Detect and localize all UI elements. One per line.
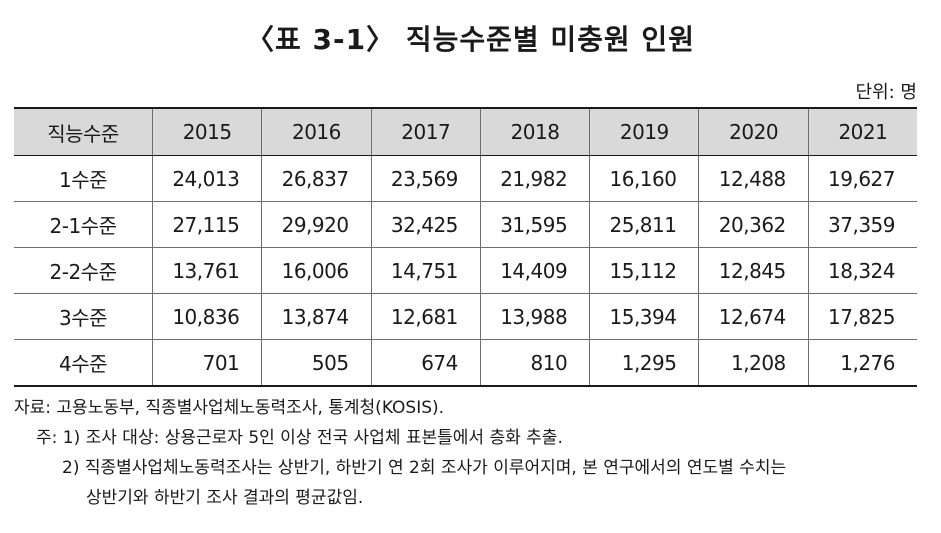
table-cell: 13,761 <box>151 247 262 294</box>
table-cell: 1,295 <box>589 339 699 387</box>
table-cell: 26,837 <box>261 155 372 202</box>
table-cell: 674 <box>370 339 481 387</box>
header-cell-2015: 2015 <box>151 107 262 156</box>
header-cell-2018: 2018 <box>479 107 590 156</box>
table-cell: 701 <box>151 339 262 387</box>
table-cell: 37,359 <box>807 201 917 248</box>
table-cell: 505 <box>261 339 372 387</box>
table-notes: 자료: 고용노동부, 직종별사업체노동력조사, 통계청(KOSIS). 주: 1… <box>14 393 786 513</box>
table-cell: 13,988 <box>479 293 590 340</box>
table-cell: 19,627 <box>807 155 917 202</box>
table-cell: 810 <box>479 339 590 387</box>
footnote-2-continued: 상반기와 하반기 조사 결과의 평균값임. <box>86 488 364 508</box>
table-row: 3수준 10,836 13,874 12,681 13,988 15,394 1… <box>14 293 917 340</box>
table-cell: 1,276 <box>807 339 917 387</box>
table-cell: 13,874 <box>261 293 372 340</box>
table-cell: 15,394 <box>589 293 699 340</box>
table-row: 2-1수준 27,115 29,920 32,425 31,595 25,811… <box>14 201 917 248</box>
table-cell: 18,324 <box>807 247 917 294</box>
row-label: 4수준 <box>14 339 153 387</box>
unit-label: 단위: 명 <box>855 82 917 103</box>
table-cell: 12,681 <box>370 293 481 340</box>
table-cell: 14,751 <box>370 247 481 294</box>
source-note: 자료: 고용노동부, 직종별사업체노동력조사, 통계청(KOSIS). <box>14 398 445 418</box>
table-row: 1수준 24,013 26,837 23,569 21,982 16,160 1… <box>14 155 917 202</box>
row-label: 3수준 <box>14 293 153 340</box>
table-cell: 31,595 <box>479 201 590 248</box>
row-label: 2-2수준 <box>14 247 153 294</box>
row-label: 2-1수준 <box>14 201 153 248</box>
table-cell: 32,425 <box>370 201 481 248</box>
table-cell: 23,569 <box>370 155 481 202</box>
table-cell: 29,920 <box>261 201 372 248</box>
table-row: 4수준 701 505 674 810 1,295 1,208 1,276 <box>14 339 917 387</box>
table-cell: 16,006 <box>261 247 372 294</box>
table-row: 2-2수준 13,761 16,006 14,751 14,409 15,112… <box>14 247 917 294</box>
table-cell: 12,488 <box>698 155 809 202</box>
data-table: 직능수준 2015 2016 2017 2018 2019 2020 2021 … <box>14 107 917 387</box>
header-cell-skill-level: 직능수준 <box>14 107 153 156</box>
header-cell-2020: 2020 <box>698 107 809 156</box>
table-cell: 15,112 <box>589 247 699 294</box>
table-cell: 21,982 <box>479 155 590 202</box>
table-cell: 25,811 <box>589 201 699 248</box>
table-cell: 20,362 <box>698 201 809 248</box>
header-cell-2021: 2021 <box>807 107 917 156</box>
header-cell-2016: 2016 <box>261 107 372 156</box>
table-cell: 27,115 <box>151 201 262 248</box>
table-cell: 10,836 <box>151 293 262 340</box>
footnote-2: 2) 직종별사업체노동력조사는 상반기, 하반기 연 2회 조사가 이루어지며,… <box>62 458 787 478</box>
header-cell-2019: 2019 <box>589 107 699 156</box>
table-cell: 12,674 <box>698 293 809 340</box>
row-label: 1수준 <box>14 155 153 202</box>
table-cell: 16,160 <box>589 155 699 202</box>
table-cell: 14,409 <box>479 247 590 294</box>
footnote-1: 주: 1) 조사 대상: 상용근로자 5인 이상 전국 사업체 표본틀에서 층화… <box>36 428 563 448</box>
table-cell: 1,208 <box>698 339 809 387</box>
table-cell: 12,845 <box>698 247 809 294</box>
header-cell-2017: 2017 <box>370 107 481 156</box>
header-row: 직능수준 2015 2016 2017 2018 2019 2020 2021 <box>14 107 917 156</box>
table-title: 〈표 3-1〉 직능수준별 미충원 인원 <box>246 23 695 56</box>
table-cell: 24,013 <box>151 155 262 202</box>
table-cell: 17,825 <box>807 293 917 340</box>
